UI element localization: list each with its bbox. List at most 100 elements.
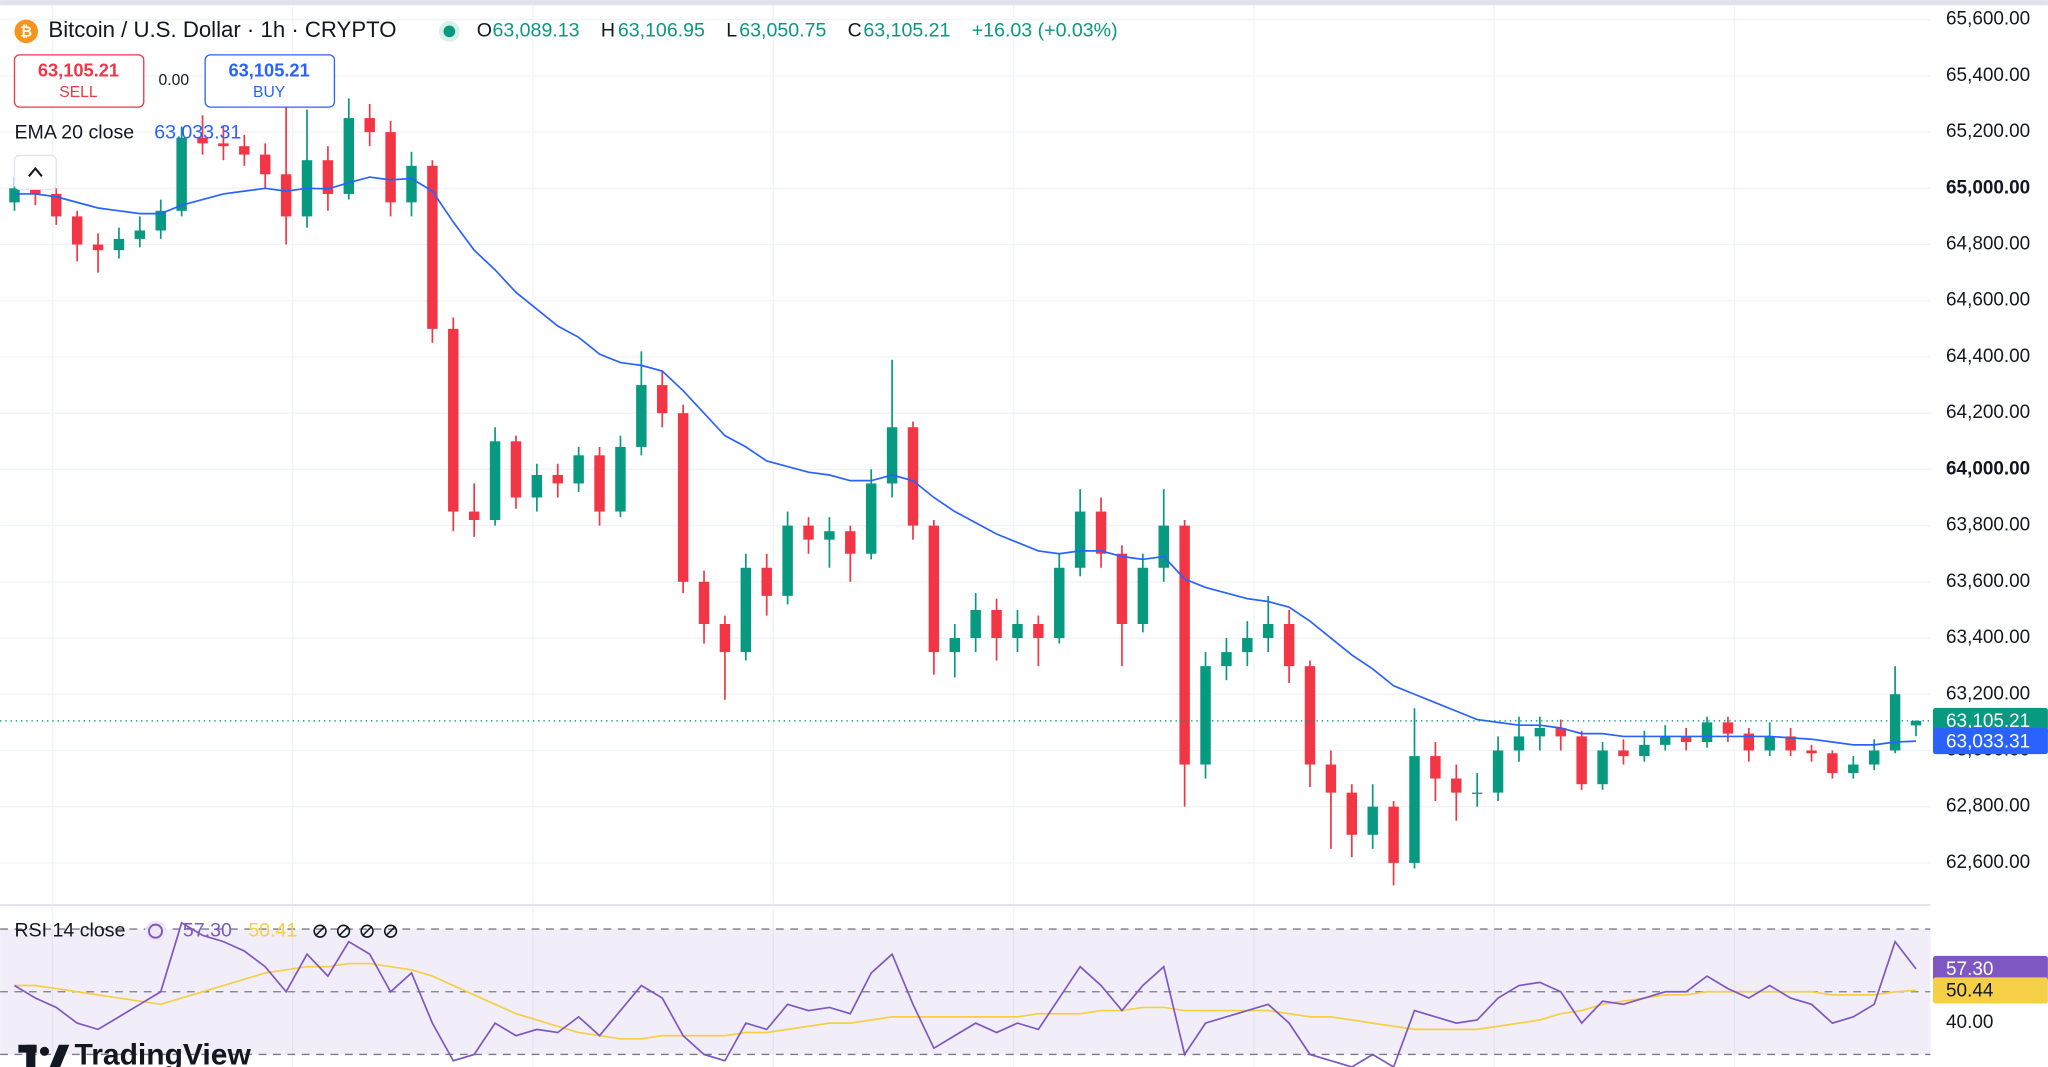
low-key: L <box>726 20 737 42</box>
y-tick-label: 63,600.00 <box>1946 571 2030 592</box>
buy-button[interactable] <box>204 54 336 108</box>
candle-body <box>1534 727 1546 737</box>
candle-body <box>740 567 752 653</box>
candle-body <box>698 581 710 624</box>
candle-body <box>1012 623 1023 639</box>
candle-body <box>1137 567 1149 624</box>
candle-body <box>1095 511 1107 554</box>
open-key: O <box>477 20 492 42</box>
candle-body <box>71 216 83 245</box>
candle-body <box>1451 778 1462 793</box>
candle-body <box>1806 750 1817 754</box>
y-tick-label: 62,800.00 <box>1946 796 2030 817</box>
y-tick-label: 65,600.00 <box>1946 9 2030 30</box>
y-tick-label: 63,200.00 <box>1946 683 2030 704</box>
candle-body <box>1367 806 1378 835</box>
candle-body <box>677 413 689 582</box>
candle-body <box>1262 623 1274 639</box>
overlay: ₿ Bitcoin / U.S. Dollar · 1h · CRYPTO O … <box>13 9 2048 1067</box>
sell-label[interactable]: SELL <box>59 84 98 101</box>
candle-body <box>1430 756 1441 779</box>
candle-body <box>468 511 480 520</box>
candle-body <box>531 475 543 498</box>
sell-price[interactable]: 63,105.21 <box>38 60 119 81</box>
candle-body <box>1158 525 1169 568</box>
candle-body <box>1827 753 1838 773</box>
candle-body <box>615 446 626 512</box>
buy-label[interactable]: BUY <box>253 84 286 101</box>
close-key: C <box>848 20 862 42</box>
candle-body <box>1555 727 1566 737</box>
candle-body <box>176 137 187 211</box>
candle-body <box>239 146 250 155</box>
rsi-line <box>14 921 1917 1067</box>
collapse-caret[interactable] <box>28 166 43 177</box>
candle-body <box>1785 736 1796 751</box>
candle-body <box>1409 756 1420 863</box>
candle-body <box>1910 720 1922 726</box>
candle-body <box>1576 736 1587 785</box>
candle-body <box>991 609 1002 639</box>
candle-body <box>657 385 668 414</box>
candle-body <box>1242 638 1253 653</box>
ema-value: 63,033.31 <box>154 121 241 143</box>
price-tag-label: 57.30 <box>1946 959 1993 980</box>
grid <box>0 5 1937 1067</box>
candle-body <box>1701 722 1713 743</box>
candle-body <box>489 441 501 520</box>
candle-body <box>1868 750 1880 765</box>
candle-body <box>510 441 522 498</box>
y-tick-label: 65,000.00 <box>1946 177 2030 198</box>
candle-body <box>197 137 208 144</box>
status-icons <box>313 924 398 938</box>
candle-body <box>886 427 898 484</box>
sell-button[interactable] <box>13 54 145 108</box>
candle-body <box>1660 736 1671 745</box>
logo-mark <box>18 1044 70 1067</box>
price-tag <box>1932 955 2048 982</box>
close-value: 63,105.21 <box>863 20 950 42</box>
candle-body <box>1116 553 1128 624</box>
marks <box>0 98 1931 1067</box>
candle-body <box>824 531 835 540</box>
candle-body <box>1848 764 1859 773</box>
candle-body <box>1346 792 1358 835</box>
candle-body <box>636 385 647 447</box>
logo-text: TradingView <box>75 1038 252 1067</box>
candle-body <box>803 525 814 540</box>
open-value: 63,089.13 <box>492 20 579 42</box>
candle-body <box>1221 652 1232 667</box>
y-tick-label: 64,000.00 <box>1946 458 2030 479</box>
candle-body <box>1304 666 1316 765</box>
candle-body <box>1513 736 1525 751</box>
rsi-label: RSI 14 close <box>14 919 125 941</box>
candle-body <box>970 609 981 639</box>
candle-body <box>761 567 772 596</box>
candle-body <box>928 525 940 653</box>
candle-body <box>594 455 605 512</box>
candle-body <box>280 174 292 217</box>
price-tag <box>1932 977 2048 1004</box>
candle-body <box>949 638 961 653</box>
candle-body <box>9 188 20 203</box>
y-tick-label: 64,800.00 <box>1946 234 2030 255</box>
candle-body <box>1722 722 1734 734</box>
candle-body <box>448 328 459 512</box>
high-key: H <box>601 20 615 42</box>
y-tick-label: 62,600.00 <box>1946 852 2030 873</box>
candle-body <box>1597 750 1608 785</box>
candle-body <box>259 154 271 175</box>
price-tag <box>1932 707 2048 734</box>
rsi-icon-ring <box>148 923 164 939</box>
buy-price[interactable]: 63,105.21 <box>229 60 310 81</box>
ema-line <box>14 176 1917 746</box>
candle-body <box>1618 750 1629 757</box>
candle-body <box>92 244 104 251</box>
rsi-ma-value: 50.41 <box>248 919 297 941</box>
collapse-button[interactable] <box>13 154 57 191</box>
y-tick-label: 65,200.00 <box>1946 121 2030 142</box>
candle-body <box>1889 694 1901 751</box>
candle-body <box>782 525 793 596</box>
candle-body <box>113 238 125 251</box>
candle-body <box>322 160 334 194</box>
